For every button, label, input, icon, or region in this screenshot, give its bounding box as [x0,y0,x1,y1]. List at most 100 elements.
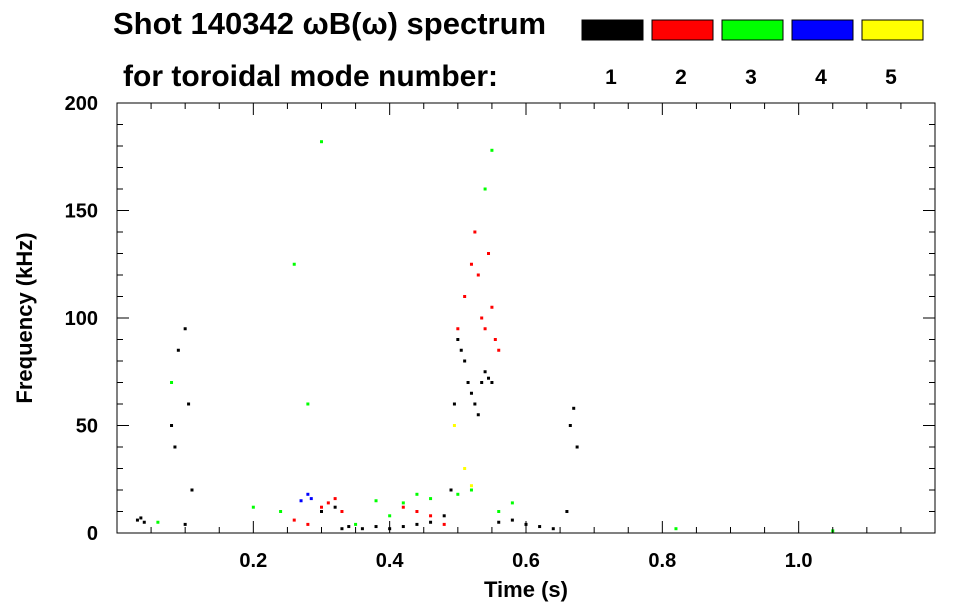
point-mode-3-16 [490,148,494,152]
point-mode-2-18 [493,338,497,341]
tick-labels: 0.2 0.4 0.6 0.8 1.0 0 50 100 150 200 [65,93,813,572]
data-points [135,140,835,533]
x-tick-label: 0.2 [239,550,267,572]
point-mode-3-11 [415,492,419,496]
y-tick-label: 0 [87,523,98,545]
point-mode-2-0 [292,518,296,522]
point-mode-1-14 [360,527,364,531]
legend-swatch-2 [651,19,714,41]
point-mode-1-7 [187,402,191,406]
point-mode-1-38 [551,527,555,531]
point-mode-1-5 [176,348,180,352]
point-mode-2-1 [306,522,310,526]
axis-ticks [117,102,935,534]
legend-swatch-5 [861,19,924,41]
point-mode-2-5 [340,510,344,513]
legend-swatch-3 [721,19,784,41]
x-tick-label: 0.4 [376,550,405,572]
point-mode-3-6 [320,140,323,144]
point-mode-1-8 [190,488,194,492]
legend-label-4: 4 [815,66,827,89]
point-mode-1-13 [347,525,351,529]
point-mode-3-1 [170,381,174,384]
point-mode-1-30 [480,381,484,384]
point-mode-3-8 [374,499,378,503]
point-mode-2-10 [463,295,467,298]
point-mode-5-1 [463,467,467,470]
point-mode-2-20 [442,522,446,526]
point-mode-3-13 [456,492,460,496]
point-mode-2-14 [480,316,484,320]
point-mode-5-0 [452,424,456,427]
point-mode-1-11 [333,505,337,509]
point-mode-3-19 [674,527,678,531]
point-mode-4-1 [306,492,310,496]
point-mode-1-2 [142,520,146,524]
point-mode-1-1 [139,516,143,520]
y-axis-label: Frequency (kHz) [12,232,37,403]
point-mode-1-12 [340,527,344,531]
point-mode-1-6 [183,327,187,331]
point-mode-3-2 [251,505,255,509]
legend: 1 2 3 4 5 [581,19,924,89]
point-mode-1-15 [374,525,378,529]
point-mode-2-12 [473,230,477,234]
y-tick-label: 150 [65,201,98,223]
point-mode-5-2 [469,484,473,488]
point-mode-1-4 [173,445,177,449]
y-tick-label: 50 [76,416,98,438]
point-mode-1-31 [483,370,487,374]
point-mode-1-25 [463,359,467,363]
point-mode-2-6 [401,505,405,509]
x-axis-label: Time (s) [484,577,568,602]
point-mode-2-19 [497,348,501,352]
point-mode-1-18 [415,522,419,526]
legend-label-3: 3 [745,66,757,89]
chart-subtitle: for toroidal mode number: [123,60,498,93]
legend-label-2: 2 [675,66,687,89]
point-mode-1-3 [170,424,174,427]
legend-label-5: 5 [885,66,897,89]
point-mode-3-10 [401,501,405,505]
point-mode-3-9 [388,514,392,518]
point-mode-3-12 [429,497,433,501]
y-tick-label: 100 [65,308,98,330]
point-mode-1-17 [401,525,405,529]
point-mode-3-14 [469,488,473,492]
point-mode-3-15 [483,187,487,191]
x-tick-label: 0.8 [648,550,676,572]
point-mode-2-13 [476,273,480,277]
point-mode-1-10 [320,510,323,513]
point-mode-1-24 [459,348,463,352]
legend-swatch-4 [791,19,854,41]
point-mode-1-27 [469,391,473,395]
point-mode-2-7 [415,510,419,513]
y-tick-label: 200 [65,93,98,115]
point-mode-1-37 [538,525,542,529]
point-mode-1-28 [473,402,477,406]
point-mode-3-18 [510,501,514,505]
point-mode-1-29 [476,413,480,417]
point-mode-3-0 [156,520,160,524]
point-mode-3-7 [354,522,358,526]
point-mode-1-23 [456,338,460,341]
point-mode-1-39 [565,510,569,513]
point-mode-1-26 [466,381,470,384]
point-mode-1-35 [510,518,514,522]
point-mode-2-17 [490,305,494,309]
point-mode-1-40 [568,424,572,427]
point-mode-2-16 [487,252,491,255]
point-mode-1-22 [452,402,456,406]
point-mode-4-0 [299,499,303,503]
plot-frame [116,102,936,534]
point-mode-1-9 [183,522,187,526]
point-mode-1-0 [135,518,139,522]
point-mode-2-9 [456,327,460,331]
point-mode-3-3 [279,510,283,513]
point-mode-1-42 [575,445,579,449]
point-mode-4-2 [309,497,313,501]
x-tick-label: 0.6 [512,550,540,572]
point-mode-2-3 [326,501,330,505]
point-mode-2-11 [469,262,473,266]
